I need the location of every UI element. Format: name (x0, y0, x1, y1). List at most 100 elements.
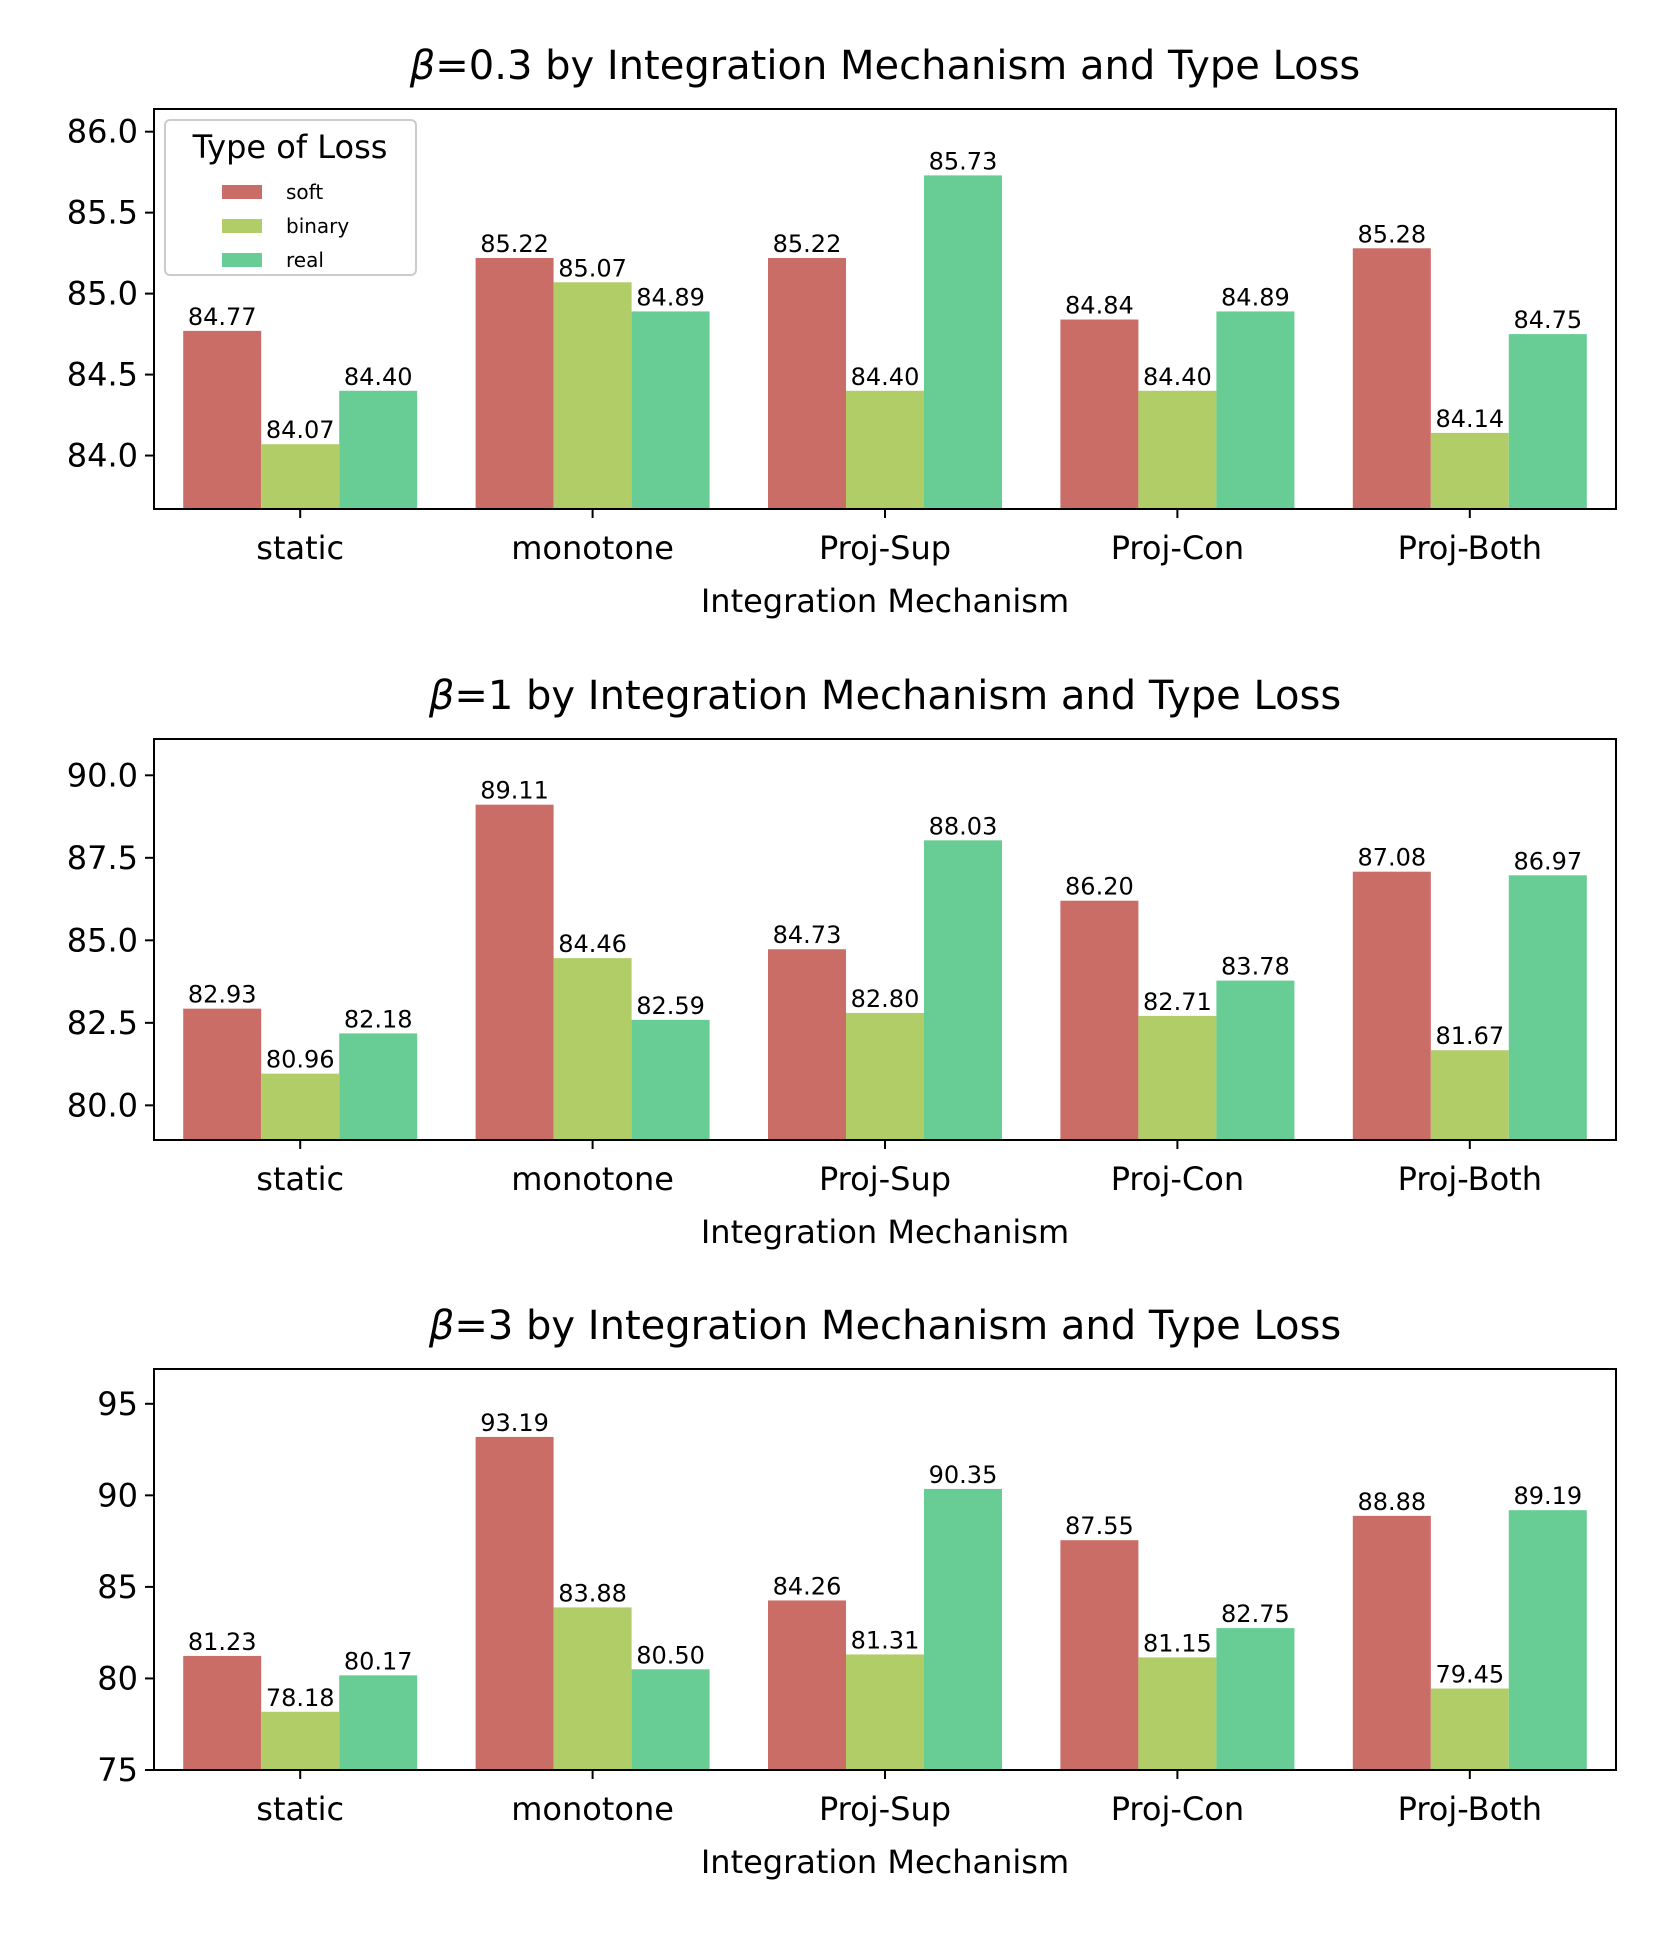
x-tick-label: monotone (511, 1160, 674, 1198)
chart-panel-3: β=3 by Integration Mechanism and Type Lo… (97, 1303, 1617, 1881)
title-beta-symbol: β (428, 673, 455, 719)
x-tick-label: Proj-Both (1398, 1790, 1542, 1828)
bar-value-label: 85.73 (929, 147, 998, 175)
bar-value-label: 86.20 (1065, 873, 1134, 901)
bar-soft-Proj-Both (1352, 248, 1431, 510)
legend-label-binary: binary (286, 214, 349, 238)
bar-real-Proj-Con (1216, 311, 1295, 509)
x-tick-label: static (256, 1790, 344, 1828)
legend-swatch-real (222, 253, 262, 267)
y-tick-label: 84.0 (67, 437, 138, 475)
bar-value-label: 90.35 (929, 1461, 998, 1489)
x-axis-label: Integration Mechanism (701, 1843, 1069, 1881)
bar-value-label: 81.31 (851, 1626, 920, 1654)
legend-label-real: real (286, 248, 324, 272)
bar-soft-Proj-Both (1352, 1515, 1431, 1770)
bar-binary-Proj-Sup (846, 1654, 924, 1770)
bar-soft-Proj-Con (1060, 1540, 1139, 1770)
bar-soft-Proj-Con (1060, 319, 1139, 509)
bar-binary-static (261, 1711, 340, 1770)
bar-value-label: 88.88 (1357, 1488, 1426, 1516)
bar-binary-Proj-Con (1138, 1657, 1217, 1770)
bar-value-label: 84.89 (636, 283, 705, 311)
legend: Type of Loss soft binary real (164, 119, 417, 276)
legend-swatch-binary (222, 219, 262, 233)
bar-value-label: 82.18 (344, 1005, 413, 1033)
bar-binary-Proj-Con (1138, 390, 1217, 509)
bar-soft-monotone (475, 804, 554, 1140)
bar-binary-Proj-Both (1430, 1688, 1509, 1770)
y-tick-label: 87.5 (67, 839, 138, 877)
bar-binary-monotone (553, 1607, 632, 1770)
x-tick-label: monotone (511, 529, 674, 567)
bar-value-label: 84.07 (266, 416, 335, 444)
bar-real-Proj-Both (1508, 1510, 1587, 1770)
bar-soft-Proj-Sup (768, 257, 846, 509)
y-tick-label: 90 (97, 1476, 138, 1514)
x-tick-label: Proj-Sup (819, 1790, 951, 1828)
bar-binary-Proj-Both (1430, 1050, 1509, 1140)
bar-real-monotone (631, 1019, 710, 1140)
bar-real-Proj-Con (1216, 1628, 1295, 1770)
bar-value-label: 85.22 (773, 230, 842, 258)
bar-real-Proj-Both (1508, 875, 1587, 1140)
bar-value-label: 85.22 (480, 230, 549, 258)
bar-value-label: 82.93 (188, 981, 257, 1009)
chart-title: β=1 by Integration Mechanism and Type Lo… (428, 673, 1341, 719)
legend-label-soft: soft (286, 180, 323, 204)
x-tick-label: static (256, 1160, 344, 1198)
bar-value-label: 84.75 (1513, 306, 1582, 334)
bar-value-label: 84.40 (1143, 363, 1212, 391)
bar-value-label: 89.11 (480, 777, 549, 805)
bar-value-label: 88.03 (929, 812, 998, 840)
bar-value-label: 84.26 (773, 1572, 842, 1600)
bar-real-Proj-Sup (924, 175, 1002, 509)
bar-value-label: 85.28 (1357, 220, 1426, 248)
bar-soft-Proj-Both (1352, 871, 1431, 1140)
bar-value-label: 83.88 (558, 1579, 627, 1607)
bar-value-label: 84.14 (1435, 405, 1504, 433)
bar-soft-Proj-Con (1060, 900, 1139, 1140)
bar-value-label: 89.19 (1513, 1482, 1582, 1510)
bar-value-label: 84.40 (344, 363, 413, 391)
bar-value-label: 81.23 (188, 1628, 257, 1656)
title-text: =1 by Integration Mechanism and Type Los… (454, 673, 1341, 719)
bar-soft-Proj-Sup (768, 1600, 846, 1770)
bar-value-label: 87.55 (1065, 1512, 1134, 1540)
y-tick-label: 84.5 (67, 356, 138, 394)
bar-soft-monotone (475, 257, 554, 509)
bar-value-label: 84.77 (188, 303, 257, 331)
bar-value-label: 85.07 (558, 254, 627, 282)
bar-value-label: 80.50 (636, 1641, 705, 1669)
y-tick-label: 85 (97, 1568, 138, 1606)
bar-binary-Proj-Con (1138, 1015, 1217, 1140)
x-tick-label: Proj-Con (1111, 529, 1244, 567)
bar-binary-Proj-Sup (846, 390, 924, 509)
bar-value-label: 87.08 (1357, 844, 1426, 872)
bar-real-monotone (631, 311, 710, 509)
bar-value-label: 82.80 (851, 985, 920, 1013)
title-beta-symbol: β (409, 43, 436, 89)
y-tick-label: 86.0 (67, 113, 138, 151)
bar-value-label: 84.84 (1065, 292, 1134, 320)
bar-value-label: 86.97 (1513, 847, 1582, 875)
y-tick-label: 85.5 (67, 194, 138, 232)
bar-real-Proj-Sup (924, 840, 1002, 1140)
bar-real-monotone (631, 1669, 710, 1770)
bar-real-Proj-Con (1216, 980, 1295, 1140)
bar-value-label: 82.71 (1143, 988, 1212, 1016)
x-axis-label: Integration Mechanism (701, 582, 1069, 620)
x-tick-label: Proj-Both (1398, 529, 1542, 567)
chart-panel-1: β=0.3 by Integration Mechanism and Type … (67, 43, 1617, 620)
bar-value-label: 80.96 (266, 1046, 335, 1074)
bar-value-label: 84.89 (1221, 283, 1290, 311)
bar-binary-static (261, 1073, 340, 1140)
x-tick-label: Proj-Con (1111, 1160, 1244, 1198)
bar-soft-monotone (475, 1436, 554, 1770)
x-tick-label: Proj-Sup (819, 1160, 951, 1198)
chart-title: β=0.3 by Integration Mechanism and Type … (409, 43, 1361, 89)
bar-binary-Proj-Both (1430, 432, 1509, 509)
y-tick-label: 75 (97, 1751, 138, 1789)
y-tick-label: 82.5 (67, 1004, 138, 1042)
